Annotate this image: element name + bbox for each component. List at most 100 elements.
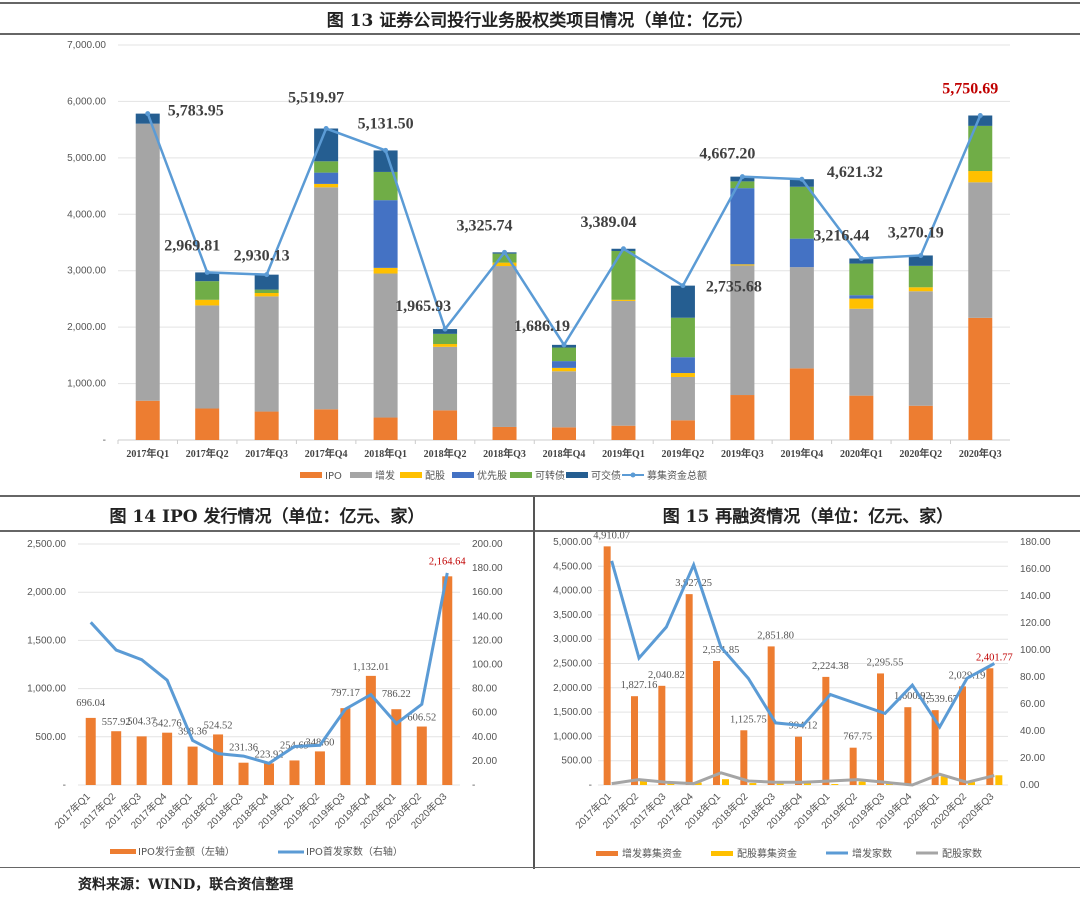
y-tick-label: 4,500.00 <box>553 561 592 572</box>
y-tick-label: 2,500.00 <box>553 659 592 670</box>
line-point <box>264 272 270 278</box>
bar-rights-amount <box>968 782 975 785</box>
figure-15-title: 图 15 再融资情况（单位：亿元、家） <box>662 507 954 527</box>
bar-rights-amount <box>776 783 784 785</box>
bar-优先股 <box>789 238 814 268</box>
data-label: 1,686.19 <box>514 318 570 335</box>
bar-增发 <box>135 123 160 401</box>
x-tick-label: 2020年Q1 <box>840 447 883 460</box>
data-label: 542.76 <box>153 719 182 730</box>
bar-placement-amount <box>713 660 720 785</box>
line-placement-count <box>610 560 996 730</box>
bar-placement-amount <box>740 730 748 785</box>
y-tick-label: 1,500.00 <box>553 707 592 718</box>
bar-IPO <box>433 410 458 440</box>
bar-IPO <box>730 395 755 440</box>
chart-ipo: - 500.00 1,000.00 1,500.00 2,000.00 2,500.00 -… <box>27 539 503 858</box>
bar-优先股 <box>552 361 576 368</box>
bar-ipo-amount <box>85 717 96 785</box>
bar-配股 <box>968 171 993 183</box>
bar-可转债 <box>730 181 755 189</box>
y-tick-label: 1,000.00 <box>27 684 66 695</box>
bar-rights-amount <box>804 782 811 785</box>
line-point <box>145 111 151 117</box>
bar-rights-amount <box>940 776 948 785</box>
y-tick-label: 6,000.00 <box>67 96 106 107</box>
legend-label: 募集资金总额 <box>647 469 707 482</box>
bottom-top-rule <box>0 495 1080 497</box>
y-tick-label: 2,000.00 <box>553 683 592 694</box>
bar-placement-amount <box>603 546 611 785</box>
bar-可转债 <box>314 161 339 173</box>
x-tick-label: 2020年Q2 <box>899 447 942 460</box>
data-label: 2,930.13 <box>234 248 290 265</box>
data-label: 2,040.82 <box>648 670 685 681</box>
x-tick-label: 2017年Q4 <box>305 447 348 460</box>
bar-配股 <box>670 373 695 377</box>
y2-tick-label: 80.00 <box>1020 672 1045 683</box>
legend-marker <box>630 472 636 478</box>
bar-IPO <box>135 400 160 440</box>
y2-tick-label: 140.00 <box>472 611 503 622</box>
data-label: 2,029.19 <box>949 670 986 681</box>
x-tick-label: 2019年Q3 <box>721 447 764 460</box>
bar-配股 <box>195 299 220 306</box>
bar-配股 <box>849 298 874 309</box>
x-tick-label: 2017年Q1 <box>126 447 169 460</box>
bar-ipo-amount <box>340 708 351 785</box>
data-label: 223.92 <box>255 749 284 760</box>
bar-可交债 <box>849 258 874 264</box>
bar-rights-amount <box>995 775 1003 785</box>
bar-placement-amount <box>685 594 693 785</box>
bar-可转债 <box>789 186 814 239</box>
legend-label: 配股募集资金 <box>737 847 797 860</box>
data-label: 4,621.32 <box>827 164 883 181</box>
bar-配股 <box>492 262 517 267</box>
bar-可转债 <box>552 347 576 362</box>
bar-IPO <box>908 405 933 440</box>
data-label: 3,270.19 <box>888 224 944 241</box>
bar-可转债 <box>254 289 279 293</box>
y2-tick-label: 20.00 <box>1020 753 1045 764</box>
data-label: 5,131.50 <box>358 115 414 132</box>
line-point <box>502 249 508 255</box>
legend-swatch <box>566 472 588 478</box>
y2-tick-label: 140.00 <box>1020 591 1051 602</box>
bar-增发 <box>968 182 993 318</box>
bar-placement-amount <box>931 710 939 785</box>
bar-可转债 <box>849 263 874 296</box>
y-tick-label: 2,000.00 <box>27 587 66 598</box>
bottom-title-rule <box>0 530 1080 532</box>
data-label: 2,551.85 <box>703 645 740 656</box>
legend-label: 增发家数 <box>852 847 892 860</box>
bar-IPO <box>670 420 695 440</box>
legend-swatch <box>350 472 372 478</box>
y2-tick-label: 200.00 <box>472 539 503 550</box>
legend-swatch <box>300 472 322 478</box>
data-label: 231.36 <box>229 743 258 754</box>
data-label: 398.36 <box>178 727 207 738</box>
bar-ipo-amount <box>187 746 198 785</box>
bar-rights-amount <box>640 780 647 785</box>
line-point <box>323 126 329 132</box>
panel-divider <box>533 497 535 869</box>
data-label: 1,965.93 <box>395 298 451 315</box>
data-label: 2,295.55 <box>867 657 904 668</box>
data-label: 5,783.95 <box>168 103 224 120</box>
y2-tick-label: 0.00 <box>1020 780 1040 791</box>
bar-placement-amount <box>658 685 666 785</box>
bar-placement-amount <box>959 686 966 785</box>
bar-可交债 <box>968 115 993 126</box>
y2-tick-label: 60.00 <box>1020 699 1045 710</box>
y2-tick-label: 160.00 <box>472 587 503 598</box>
y-tick-label: 4,000.00 <box>553 586 592 597</box>
source-note: 资料来源：WIND，联合资信整理 <box>78 877 294 893</box>
bar-IPO <box>789 368 814 440</box>
bar-可交债 <box>195 272 220 282</box>
bar-rights-amount <box>722 779 729 785</box>
bar-placement-amount <box>795 736 802 785</box>
data-label: 2,851.80 <box>757 630 794 641</box>
bar-配股 <box>254 292 279 297</box>
y-tick-label: 1,000.00 <box>67 379 106 390</box>
x-tick-label: 2019年Q1 <box>602 447 645 460</box>
